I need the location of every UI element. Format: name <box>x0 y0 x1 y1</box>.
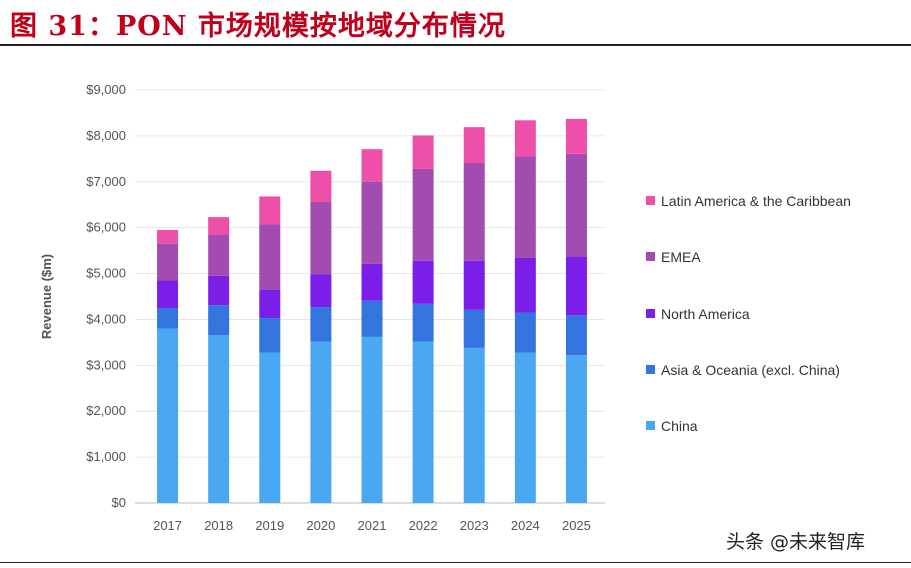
bar-segment <box>565 256 587 316</box>
bar-segment <box>208 335 230 503</box>
legend-swatch <box>646 196 655 205</box>
y-tick-label: $0 <box>112 495 126 510</box>
bar-segment <box>208 305 230 336</box>
y-tick-label: $3,000 <box>86 357 126 372</box>
y-tick-label: $7,000 <box>86 174 126 189</box>
legend-label: North America <box>661 306 750 322</box>
x-tick-label: 2019 <box>255 518 284 533</box>
legend-label: Asia & Oceania (excl. China) <box>661 362 840 378</box>
bar-segment <box>208 235 230 276</box>
bar-segment <box>565 315 587 356</box>
bar-segment <box>361 181 383 264</box>
bar-segment <box>514 120 536 157</box>
legend-swatch <box>646 309 655 318</box>
bar-segment <box>361 149 383 182</box>
y-tick-label: $9,000 <box>86 82 126 97</box>
x-tick-label: 2022 <box>409 518 438 533</box>
y-tick-label: $8,000 <box>86 128 126 143</box>
legend-swatch <box>646 421 655 430</box>
y-tick-label: $2,000 <box>86 403 126 418</box>
legend-label: EMEA <box>661 249 701 265</box>
stacked-bar-chart: $0 $1,000 $2,000 $3,000 $4,000 $5,000 $6,000 $7… <box>39 82 851 533</box>
bar-segment <box>157 229 179 244</box>
bar-segment <box>310 274 332 308</box>
watermark: 头条 @未来智库 <box>726 531 866 553</box>
bar-segment <box>259 224 281 290</box>
bar-segment <box>514 257 536 313</box>
bar-segment <box>157 328 179 503</box>
x-tick-label: 2021 <box>358 518 387 533</box>
bar-segment <box>412 341 434 503</box>
bar-segment <box>463 127 485 163</box>
legend-swatch <box>646 252 655 261</box>
bar-segment <box>361 300 383 337</box>
bottom-divider <box>0 562 911 563</box>
figure-title: 图 31：PON 市场规模按地域分布情况 <box>10 11 506 42</box>
y-tick-label: $1,000 <box>86 449 126 464</box>
legend-label: Latin America & the Caribbean <box>661 193 851 209</box>
bar-segment <box>310 307 332 342</box>
y-tick-label: $4,000 <box>86 311 126 326</box>
bar-segment <box>259 352 281 503</box>
bar-segment <box>259 318 281 353</box>
bar-segment <box>565 118 587 154</box>
legend-label: China <box>661 418 698 434</box>
y-tick-label: $5,000 <box>86 266 126 281</box>
y-axis-label: Revenue ($m) <box>39 254 54 339</box>
bar-segment <box>412 303 434 342</box>
bar-segment <box>157 280 179 308</box>
bar-segment <box>157 243 179 281</box>
bar-segment <box>259 196 281 225</box>
bar-segment <box>463 309 485 348</box>
x-tick-label: 2024 <box>511 518 540 533</box>
bar-segment <box>463 260 485 310</box>
bar-segment <box>310 170 332 202</box>
bar-segment <box>208 275 230 306</box>
x-tick-label: 2020 <box>306 518 335 533</box>
bar-segment <box>412 260 434 304</box>
bar-segment <box>514 156 536 258</box>
bar-segment <box>157 307 179 329</box>
bar-segment <box>361 336 383 503</box>
bar-segment <box>412 168 434 261</box>
bar-segment <box>565 153 587 257</box>
bar-segment <box>463 347 485 503</box>
bar-segment <box>310 341 332 503</box>
bar-segment <box>310 201 332 275</box>
bar-segment <box>463 162 485 261</box>
bar-segment <box>361 263 383 301</box>
bar-segment <box>565 355 587 503</box>
title-divider <box>0 44 911 46</box>
bar-segment <box>259 289 281 319</box>
x-tick-label: 2025 <box>562 518 591 533</box>
bar-segment <box>514 352 536 503</box>
x-tick-label: 2017 <box>153 518 182 533</box>
x-tick-label: 2023 <box>460 518 489 533</box>
legend-swatch <box>646 365 655 374</box>
bar-segment <box>514 312 536 353</box>
bar-segment <box>412 135 434 169</box>
x-tick-label: 2018 <box>204 518 233 533</box>
y-tick-label: $6,000 <box>86 220 126 235</box>
bar-segment <box>208 217 230 236</box>
